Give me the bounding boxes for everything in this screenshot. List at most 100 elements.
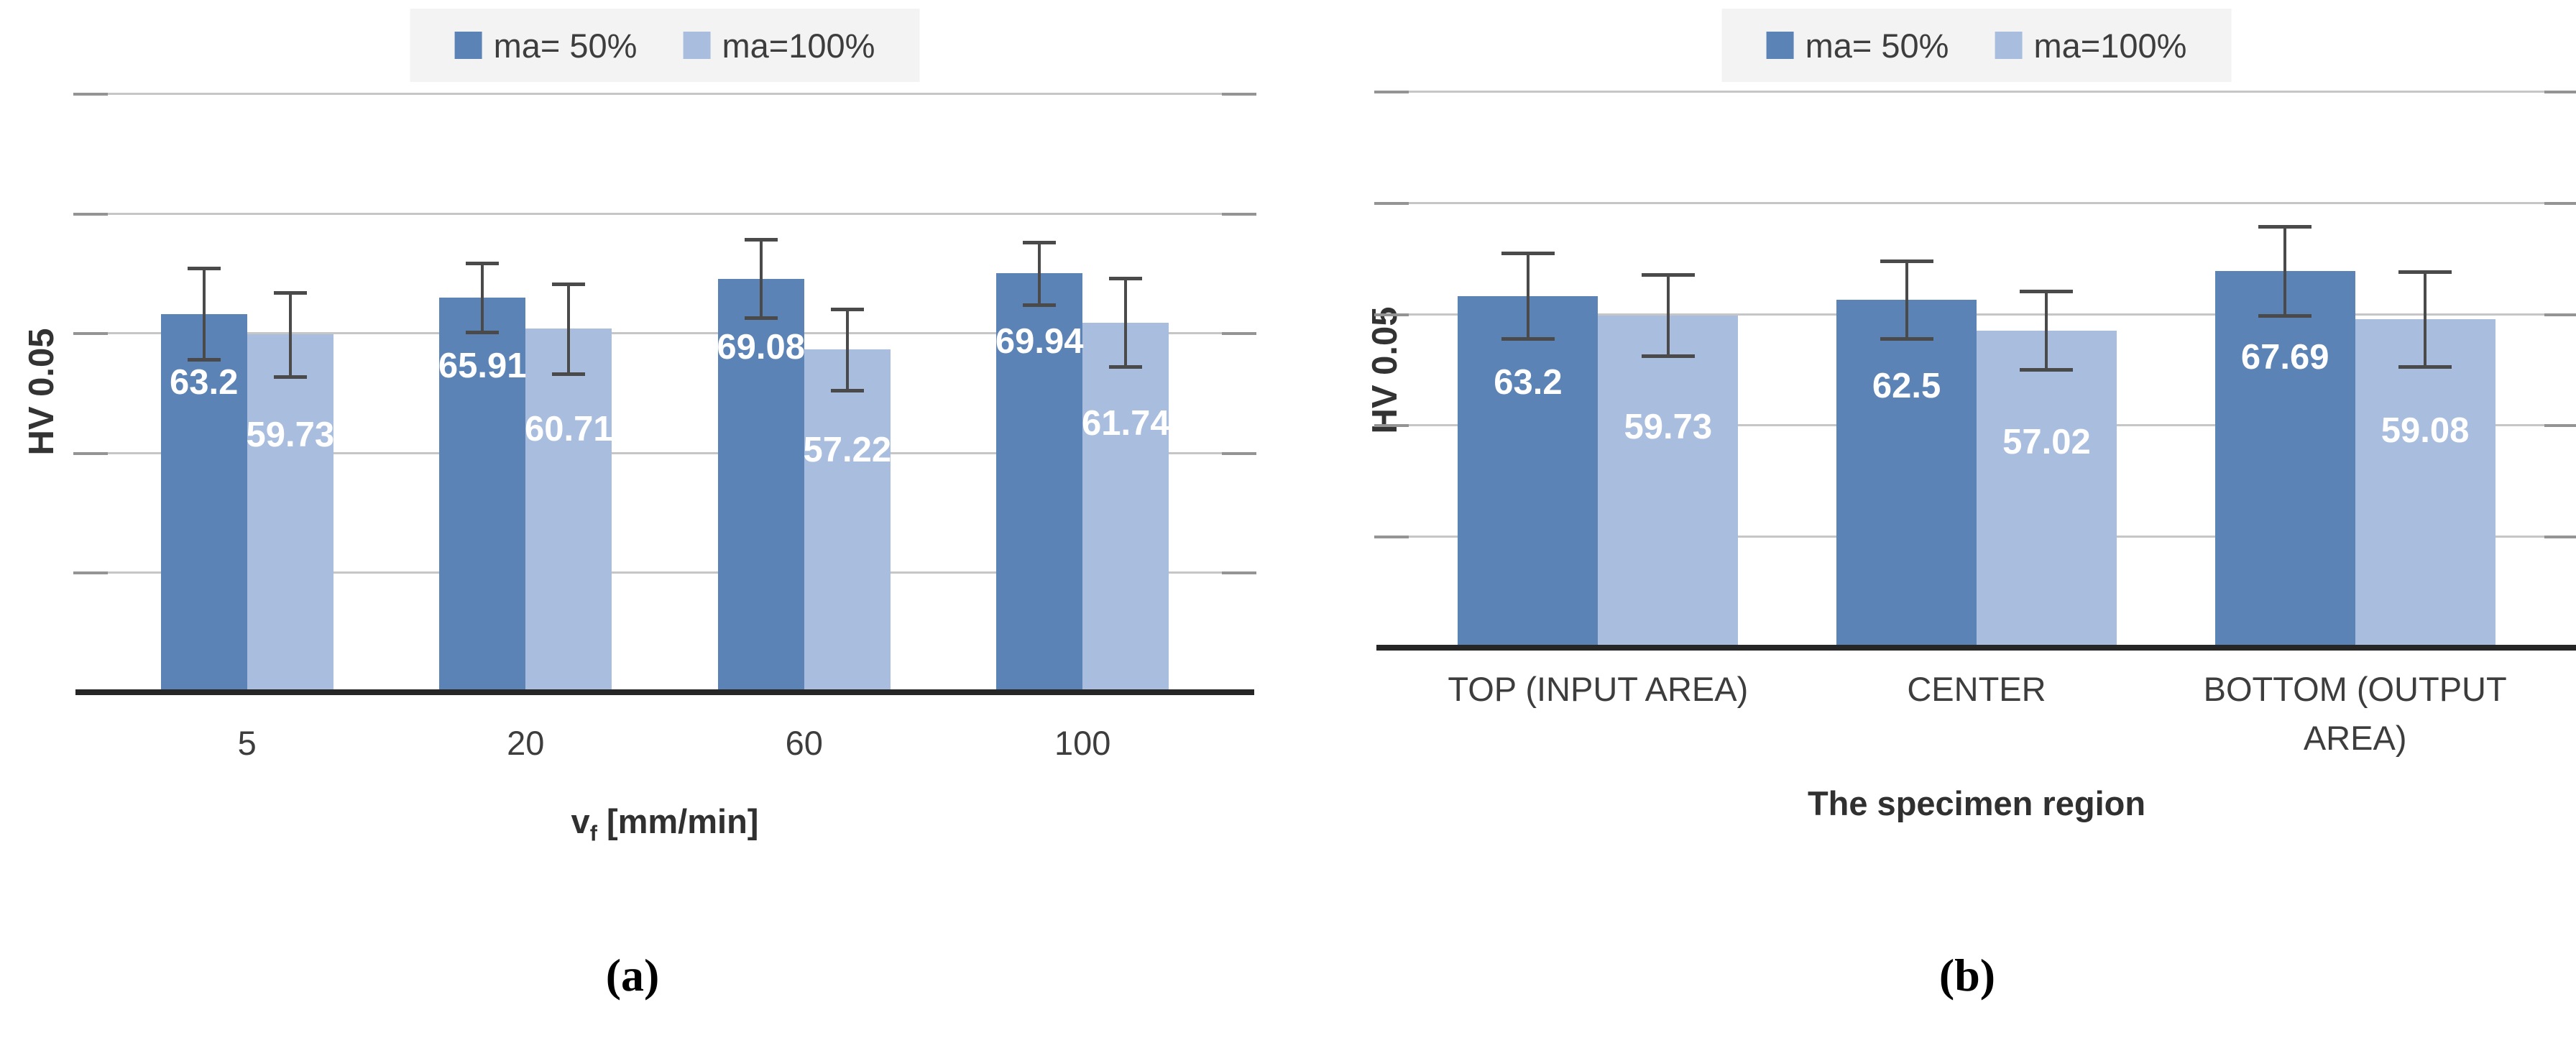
error-bar bbox=[481, 262, 484, 333]
error-bar-cap bbox=[1501, 252, 1555, 256]
error-bar bbox=[759, 239, 763, 318]
axis-tick bbox=[1222, 571, 1256, 575]
bar-value-label: 59.73 bbox=[246, 415, 335, 455]
bar bbox=[525, 329, 612, 692]
caption-b: (b) bbox=[1938, 950, 1996, 1001]
caption-a: (a) bbox=[605, 950, 660, 1001]
error-bar bbox=[288, 293, 292, 377]
legend-label-ma50: ma= 50% bbox=[493, 26, 638, 65]
error-bar-cap bbox=[187, 357, 221, 362]
error-bar bbox=[1666, 275, 1670, 357]
y-axis-title: HV 0.05 bbox=[1366, 306, 1404, 434]
legend: ma= 50% ma=100% bbox=[1721, 9, 2232, 82]
bar bbox=[804, 349, 891, 692]
gridline bbox=[1409, 313, 2544, 316]
x-tick-label: BOTTOM (OUTPUT AREA) bbox=[2203, 670, 2507, 758]
axis-tick bbox=[1374, 313, 1409, 316]
error-bar-cap bbox=[1880, 259, 1933, 264]
gridline bbox=[108, 451, 1222, 454]
bar bbox=[1836, 300, 1977, 648]
error-bar-cap bbox=[552, 372, 586, 376]
x-tick-label: CENTER bbox=[1907, 670, 2046, 708]
error-bar bbox=[1526, 253, 1530, 339]
error-bar bbox=[1124, 278, 1128, 367]
axis-tick bbox=[1222, 332, 1256, 336]
gridline bbox=[108, 571, 1222, 574]
error-bar-cap bbox=[466, 331, 499, 335]
bar-value-label: 63.2 bbox=[1494, 362, 1563, 402]
bar-value-label: 59.73 bbox=[1624, 407, 1713, 446]
gridline bbox=[108, 212, 1222, 215]
axis-tick bbox=[1222, 212, 1256, 216]
plot-area: 63.2 59.73 65.91 60.71 69.08 57.22 69.94 61.74 bbox=[73, 93, 1256, 695]
axis-tick bbox=[73, 93, 108, 96]
bar-value-label: 60.71 bbox=[525, 410, 613, 449]
error-bar-cap bbox=[1023, 303, 1056, 307]
legend-label-ma50: ma= 50% bbox=[1805, 26, 1949, 65]
axis-tick bbox=[2544, 201, 2576, 205]
error-bar-cap bbox=[744, 238, 778, 242]
error-bar bbox=[845, 308, 849, 390]
bar bbox=[996, 273, 1083, 692]
bar bbox=[1977, 330, 2117, 648]
error-bar-cap bbox=[830, 307, 864, 311]
axis-tick bbox=[1374, 536, 1409, 539]
error-bar-cap bbox=[552, 282, 586, 286]
error-bar-cap bbox=[1109, 365, 1143, 369]
x-tick-labels: TOP (INPUT AREA) CENTER BOTTOM (OUTPUT ARE… bbox=[1409, 665, 2544, 787]
bar-value-label: 62.5 bbox=[1872, 367, 1941, 406]
error-bar-cap bbox=[2398, 364, 2452, 369]
x-axis-title-subscript: f bbox=[589, 821, 597, 846]
bar-value-label: 63.2 bbox=[170, 362, 239, 402]
error-bar-cap bbox=[2258, 225, 2312, 229]
error-bar-cap bbox=[2020, 290, 2074, 294]
x-tick-labels: 5 20 60 100 bbox=[108, 719, 1222, 827]
legend-swatch-ma50 bbox=[454, 32, 482, 59]
x-tick-label: 100 bbox=[1054, 724, 1111, 762]
bar bbox=[717, 278, 804, 692]
error-bar-cap bbox=[830, 389, 864, 392]
axis-tick bbox=[1374, 91, 1409, 93]
error-bar-cap bbox=[2258, 313, 2312, 318]
error-bar-cap bbox=[2398, 270, 2452, 274]
error-bar-cap bbox=[273, 375, 307, 379]
axis-tick bbox=[73, 212, 108, 216]
chart-b-panel: ma= 50% ma=100% HV 0.05 63.2 59.73 62.5 57.… bbox=[1288, 0, 2576, 1061]
error-bar-cap bbox=[187, 267, 221, 271]
plot-area: 63.2 59.73 62.5 57.02 67.69 59.08 bbox=[1374, 91, 2576, 651]
bar bbox=[247, 334, 334, 692]
bar bbox=[1082, 322, 1169, 692]
legend: ma= 50% ma=100% bbox=[410, 9, 920, 82]
x-tick-label: 60 bbox=[785, 724, 823, 762]
x-axis-line bbox=[75, 689, 1254, 695]
axis-tick bbox=[1222, 451, 1256, 455]
legend-entry-ma100: ma=100% bbox=[683, 26, 875, 65]
error-bar-cap bbox=[1880, 337, 1933, 341]
error-bar bbox=[2424, 271, 2427, 367]
legend-entry-ma50: ma= 50% bbox=[1766, 26, 1949, 65]
error-bar bbox=[1038, 242, 1041, 305]
error-bar-cap bbox=[1641, 354, 1695, 359]
gridline bbox=[108, 93, 1222, 95]
x-tick-label: TOP (INPUT AREA) bbox=[1448, 670, 1749, 708]
axis-tick bbox=[73, 332, 108, 336]
axis-tick bbox=[2544, 313, 2576, 316]
x-axis-title-prefix: v bbox=[571, 802, 590, 840]
legend-label-ma100: ma=100% bbox=[2033, 26, 2187, 65]
bar bbox=[2214, 271, 2355, 648]
y-axis-title: HV 0.05 bbox=[22, 328, 61, 456]
error-bar-cap bbox=[1109, 277, 1143, 281]
gridline bbox=[1409, 201, 2544, 204]
x-axis-title-suffix: [mm/min] bbox=[597, 802, 759, 840]
axis-tick bbox=[2544, 424, 2576, 428]
bar bbox=[1598, 315, 1739, 648]
legend-swatch-ma50 bbox=[1766, 32, 1794, 59]
x-tick-label: 5 bbox=[237, 724, 257, 762]
error-bar bbox=[567, 283, 571, 374]
error-bar bbox=[2283, 226, 2287, 316]
axis-tick bbox=[1222, 93, 1256, 96]
legend-label-ma100: ma=100% bbox=[722, 26, 875, 65]
legend-swatch-ma100 bbox=[683, 32, 711, 59]
chart-a-panel: ma= 50% ma=100% HV 0.05 63.2 59.73 65.91 60… bbox=[22, 9, 1256, 1001]
legend-swatch-ma100 bbox=[1995, 32, 2023, 59]
